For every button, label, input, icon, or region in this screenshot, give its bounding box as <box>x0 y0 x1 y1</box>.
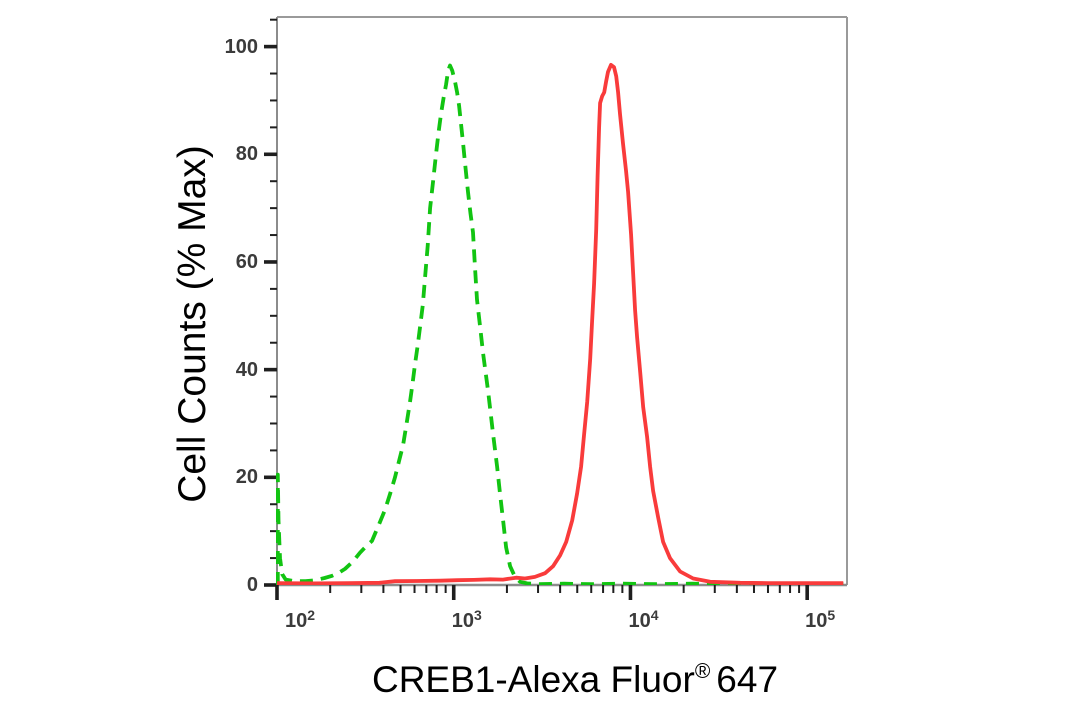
x-tick-label-10e5: 105 <box>805 602 835 634</box>
registered-trademark-symbol: ® <box>694 660 711 683</box>
x-tick-label-exponent: 3 <box>473 607 482 623</box>
y-tick-label-100: 100 <box>224 35 258 58</box>
x-tick-label-10e3: 103 <box>452 602 482 634</box>
x-axis-title: CREB1-Alexa Fluor® 647 <box>372 659 778 701</box>
x-tick-label-base: 10 <box>285 610 308 632</box>
x-tick-label-base: 10 <box>628 610 651 632</box>
x-tick-label-exponent: 4 <box>650 607 659 623</box>
x-tick-label-10e2: 102 <box>285 602 315 634</box>
x-tick-label-base: 10 <box>451 610 474 632</box>
x-axis-title-suffix: 647 <box>716 659 779 700</box>
x-tick-label-exponent: 2 <box>307 607 316 623</box>
y-axis-title: Cell Counts (% Max) <box>171 145 214 503</box>
y-tick-label-20: 20 <box>235 466 258 489</box>
x-axis-title-text: CREB1-Alexa Fluor <box>371 659 695 700</box>
red-solid-histogram-curve <box>276 63 844 585</box>
x-tick-label-10e4: 104 <box>628 602 658 634</box>
y-tick-label-60: 60 <box>235 250 258 273</box>
y-tick-label-80: 80 <box>235 143 258 166</box>
green-dashed-histogram-curve <box>276 63 844 585</box>
y-tick-label-0: 0 <box>246 574 258 596</box>
x-tick-label-base: 10 <box>805 610 828 632</box>
x-tick-label-exponent: 5 <box>827 607 836 623</box>
y-tick-label-40: 40 <box>235 358 258 381</box>
